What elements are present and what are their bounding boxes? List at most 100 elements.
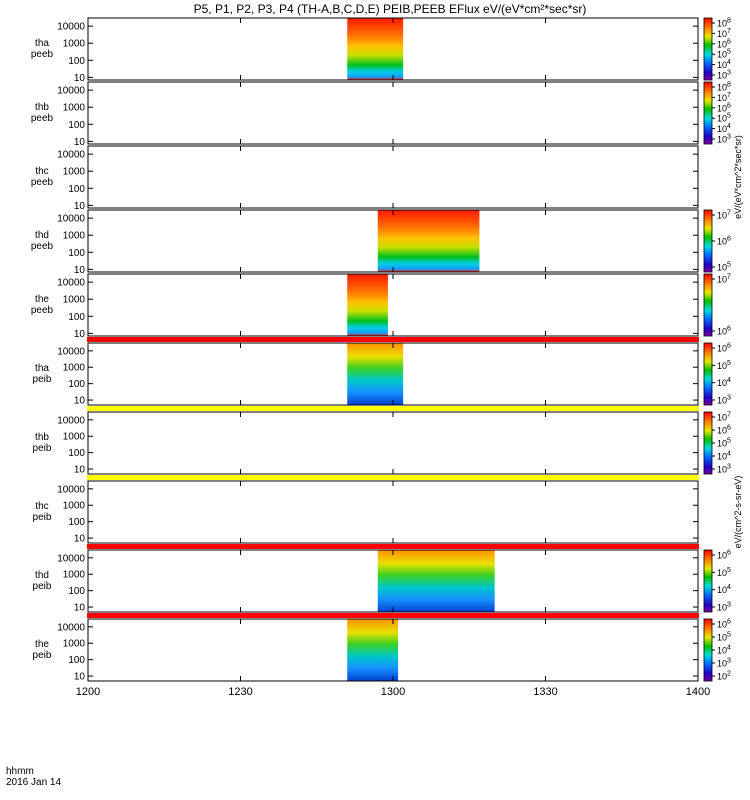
y-tick-label: 100 [68, 448, 85, 459]
date-label: 2016 Jan 14 [6, 777, 62, 788]
colorbar-tick-label: 106 [717, 102, 731, 113]
colorbar-tick-label: 106 [717, 343, 731, 354]
colorbar-tick-label: 107 [717, 92, 731, 103]
panel-label-line: peeb [30, 49, 54, 60]
spectrogram-thd-peib [377, 550, 495, 612]
y-tick-label: 10000 [57, 150, 85, 161]
separator-band [87, 337, 699, 342]
colorbar [703, 17, 713, 81]
y-tick-label: 100 [68, 120, 85, 131]
panel-label-line: peib [32, 443, 52, 454]
panel-label-line: peeb [30, 177, 54, 188]
colorbar-tick-label: 103 [717, 70, 731, 81]
panel-label: thc peeb [20, 166, 64, 188]
y-tick-label: 100 [68, 248, 85, 259]
colorbar-tick-label: 105 [717, 113, 731, 124]
y-tick-label: 10 [74, 201, 86, 212]
colorbar [703, 273, 713, 337]
panel-label-line: thd [35, 230, 49, 241]
spectrogram-thd-peeb [377, 210, 480, 272]
colorbar-tick-label: 104 [717, 584, 731, 595]
panel-frame [87, 145, 699, 209]
panel-the-peeb: 10000 1000 100 10 107 106 [57, 273, 731, 342]
colorbar-tick-label: 106 [717, 619, 731, 630]
colorbar-tick-label: 107 [717, 412, 731, 423]
y-tick-label: 10000 [57, 622, 85, 633]
panel-label-line: thc [35, 166, 49, 177]
separator-band [87, 544, 699, 549]
y-tick-label: 10 [74, 265, 86, 276]
separator-band [87, 475, 699, 480]
colorbar-tick-label: 107 [717, 28, 731, 39]
panel-label-line: peeb [30, 113, 54, 124]
y-tick-label: 10 [74, 396, 86, 407]
y-tick-label: 10 [74, 137, 86, 148]
y-tick-label: 10000 [57, 214, 85, 225]
spectrogram-the-peib [347, 619, 399, 681]
colorbar-tick-label: 104 [717, 645, 731, 656]
y-tick-label: 100 [68, 517, 85, 528]
y-tick-label: 10000 [57, 346, 85, 357]
colorbar-tick-label: 103 [717, 602, 731, 613]
panel-tha-peib: 10000 1000 100 10 106 105 104 103 [57, 342, 731, 411]
y-tick-label: 100 [68, 184, 85, 195]
panel-label-line: peib [32, 374, 52, 385]
panel-thd-peib: 10000 1000 100 10 106 105 104 103 [57, 549, 731, 618]
colorbar-units-label: eV/(cm^2-s-sr-eV) [733, 476, 743, 549]
y-tick-label: 10 [74, 329, 86, 340]
separator-band [87, 406, 699, 411]
colorbar-tick-label: 103 [717, 464, 731, 475]
y-tick-label: 10000 [57, 22, 85, 33]
colorbar-tick-label: 104 [717, 123, 731, 134]
colorbar [703, 411, 713, 475]
x-tick-label: 1300 [381, 686, 405, 698]
panel-label-line: peib [32, 581, 52, 592]
y-tick-label: 10 [74, 465, 86, 476]
y-tick-label: 1000 [63, 570, 86, 581]
panel-frame [87, 81, 699, 145]
y-tick-label: 100 [68, 56, 85, 67]
colorbar [703, 209, 713, 273]
colorbar-tick-label: 105 [717, 438, 731, 449]
spectrogram-the-peeb [347, 274, 388, 336]
time-axis-unit-label: hhmm [6, 766, 34, 777]
panel-label-line: peib [32, 512, 52, 523]
colorbar-units-label: eV/(eV*cm^2*sec*sr) [733, 135, 743, 219]
panel-label: thb peeb [20, 102, 64, 124]
colorbar-tick-label: 106 [717, 550, 731, 561]
panel-label-line: tha [35, 363, 49, 374]
colorbar-tick-label: 105 [717, 567, 731, 578]
x-tick-label: 1200 [76, 686, 100, 698]
colorbar-tick-label: 103 [717, 134, 731, 145]
panel-label: the peeb [20, 294, 64, 316]
colorbar-tick-label: 103 [717, 395, 731, 406]
panel-label-line: peib [32, 650, 52, 661]
colorbar-tick-label: 108 [717, 82, 731, 93]
panel-label-line: thd [35, 570, 49, 581]
y-tick-label: 1000 [63, 167, 86, 178]
spectrogram-tha-peib [347, 343, 404, 405]
panel-label-line: thc [35, 501, 49, 512]
y-tick-label: 1000 [63, 363, 86, 374]
panel-label: tha peib [20, 363, 64, 385]
figure-title: P5, P1, P2, P3, P4 (TH-A,B,C,D,E) PEIB,P… [193, 2, 587, 16]
y-tick-label: 1000 [63, 639, 86, 650]
panel-label-line: peeb [30, 241, 54, 252]
panel-thc-peib: 10000 1000 100 10 eV/(cm^2-s-sr-eV) [57, 476, 743, 549]
panel-label-line: thb [35, 102, 49, 113]
colorbar-tick-label: 108 [717, 18, 731, 29]
panel-thd-peeb: 10000 1000 100 10 107 106 105 [57, 209, 731, 276]
panel-label: thc peib [20, 501, 64, 523]
panel-frame [87, 411, 699, 475]
y-tick-label: 1000 [63, 231, 86, 242]
y-tick-label: 10 [74, 672, 86, 683]
colorbar-tick-label: 104 [717, 377, 731, 388]
y-tick-label: 1000 [63, 295, 86, 306]
x-tick-label: 1330 [533, 686, 557, 698]
x-tick-label: 1230 [228, 686, 252, 698]
colorbar-tick-label: 106 [717, 38, 731, 49]
colorbar-tick-label: 106 [717, 326, 731, 337]
